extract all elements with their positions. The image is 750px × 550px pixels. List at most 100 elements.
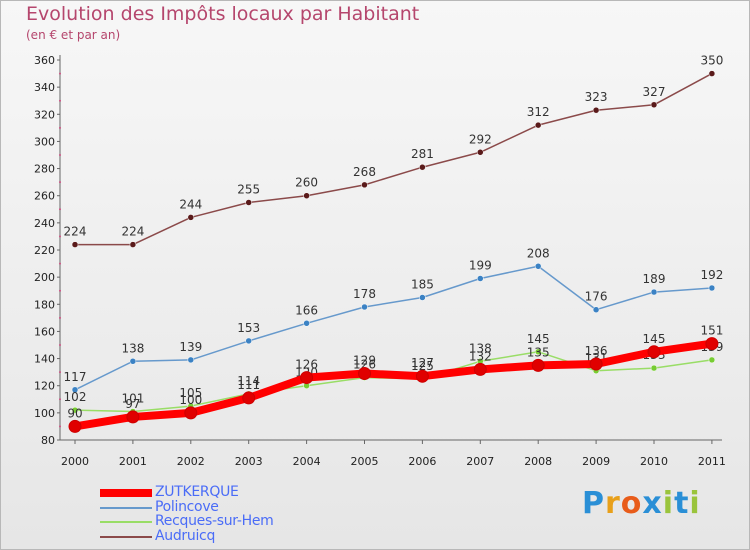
data-point: [650, 364, 658, 372]
data-label: 312: [527, 105, 550, 119]
y-tick-label: 200: [34, 271, 55, 284]
legend-swatch: [100, 521, 152, 523]
data-point: [300, 371, 314, 385]
data-label: 153: [237, 321, 260, 335]
data-label: 126: [353, 358, 376, 372]
data-point: [592, 106, 600, 114]
data-label: 129: [353, 354, 376, 368]
data-label: 176: [585, 290, 608, 304]
data-point: [71, 241, 79, 248]
legend-swatch: [100, 489, 152, 497]
x-tick-label: 2002: [177, 455, 205, 468]
data-label: 292: [469, 132, 492, 146]
data-label: 199: [469, 259, 492, 273]
data-label: 126: [295, 358, 318, 372]
x-tick-label: 2007: [466, 455, 494, 468]
data-point: [589, 357, 603, 371]
data-point: [187, 356, 195, 364]
data-label: 185: [411, 278, 434, 292]
data-point: [71, 406, 79, 414]
data-label: 189: [643, 272, 666, 286]
data-label: 125: [411, 359, 434, 373]
data-point: [187, 214, 195, 221]
proxiti-logo: Proxiti: [582, 486, 701, 521]
data-label: 102: [64, 390, 87, 404]
data-label: 208: [527, 246, 550, 260]
series-recques-sur-hem: 102101105114120126125138145131133139: [64, 332, 723, 415]
x-tick-label: 2000: [61, 455, 89, 468]
logo-letter: x: [642, 486, 663, 521]
data-label: 136: [585, 344, 608, 358]
data-point: [477, 149, 484, 156]
data-label: 138: [121, 341, 144, 355]
data-point: [647, 345, 661, 359]
data-label: 145: [527, 332, 550, 346]
data-label: 224: [121, 225, 144, 239]
logo-letter: r: [605, 486, 621, 521]
series-line: [74, 72, 713, 246]
legend-swatch: [100, 506, 152, 509]
data-label: 97: [125, 397, 140, 411]
data-point: [708, 356, 716, 364]
x-tick-label: 2005: [351, 455, 379, 468]
data-point: [419, 163, 426, 171]
data-label: 255: [237, 183, 260, 197]
data-label: 327: [643, 85, 666, 99]
legend-swatch: [100, 535, 152, 538]
logo-letter: o: [620, 486, 643, 521]
y-tick-label: 240: [34, 217, 55, 230]
data-point: [592, 306, 600, 313]
data-point: [126, 410, 140, 424]
y-tick-label: 100: [34, 407, 55, 420]
data-point: [650, 101, 658, 109]
data-label: 350: [700, 54, 723, 68]
x-tick-label: 2003: [235, 455, 263, 468]
data-point: [708, 70, 716, 77]
x-tick-label: 2001: [119, 455, 147, 468]
data-label: 105: [179, 386, 202, 400]
series-audruicq: 224 224 244 255 260 268 281 292 312 323 327 350: [64, 54, 723, 248]
data-label: 166: [295, 303, 318, 317]
data-point: [242, 391, 256, 405]
data-point: [303, 320, 310, 327]
data-point: [534, 121, 542, 129]
logo-letter: P: [582, 486, 605, 521]
y-tick-label: 140: [34, 353, 55, 366]
data-label: 244: [179, 197, 202, 211]
series-line: [71, 339, 716, 431]
data-label: 145: [643, 332, 666, 346]
data-point: [415, 369, 429, 383]
x-tick-label: 2008: [524, 455, 552, 468]
data-point: [129, 358, 137, 365]
data-label: 260: [295, 176, 318, 190]
series-line: [74, 265, 713, 391]
data-label: 132: [469, 349, 492, 363]
data-label: 111: [237, 378, 260, 392]
logo-letter: i: [689, 486, 701, 521]
data-label: 323: [585, 90, 608, 104]
chart-subtitle: (en € et par an): [26, 28, 121, 42]
data-point: [303, 192, 310, 199]
data-point: [129, 241, 137, 248]
y-tick-label: 180: [34, 298, 55, 311]
data-label: 224: [64, 225, 87, 239]
x-tick-label: 2006: [408, 455, 436, 468]
data-point: [650, 288, 658, 296]
legend-label: ZUTKERQUE: [155, 484, 239, 500]
data-label: 127: [411, 356, 434, 370]
data-point: [534, 348, 542, 356]
data-point: [419, 294, 426, 301]
data-point: [184, 406, 198, 420]
data-point: [361, 181, 368, 189]
x-tick-label: 2011: [698, 455, 726, 468]
y-tick-label: 300: [34, 135, 55, 148]
y-tick-label: 260: [34, 190, 55, 203]
y-tick-label: 280: [34, 163, 55, 176]
legend-label: Audruicq: [155, 527, 216, 544]
data-point: [361, 303, 368, 311]
data-label: 268: [353, 165, 376, 179]
data-label: 139: [179, 340, 202, 354]
